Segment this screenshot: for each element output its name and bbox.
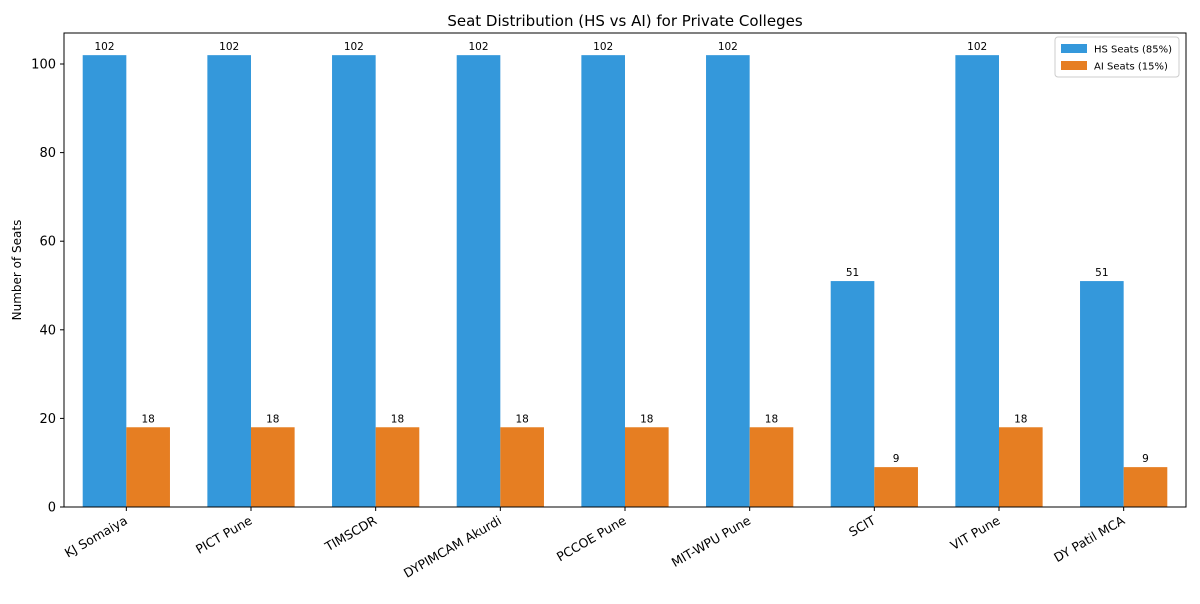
bar-ai-7 — [999, 427, 1043, 507]
legend-swatch — [1061, 44, 1087, 53]
y-tick-label: 80 — [39, 146, 56, 161]
bar-ai-2 — [375, 427, 420, 507]
bar-value-label: 18 — [765, 413, 778, 425]
bar-hs-8 — [1080, 281, 1124, 507]
y-tick-label: 60 — [39, 235, 56, 250]
y-tick-label: 0 — [48, 501, 56, 516]
bar-hs-0 — [82, 55, 127, 508]
bar-value-label: 18 — [141, 413, 154, 425]
bar-value-label: 18 — [391, 413, 404, 425]
bar-ai-6 — [874, 467, 918, 507]
plot-frame — [63, 32, 1187, 508]
bar-ai-8 — [1123, 467, 1168, 507]
x-tick-label: MIT-WPU Pune — [669, 512, 754, 570]
y-axis-label: Number of Seats — [10, 220, 24, 321]
bar-value-label: 102 — [219, 41, 239, 53]
x-tick-label: SCIT — [846, 512, 878, 539]
bar-ai-4 — [625, 427, 669, 507]
bar-ai-1 — [251, 427, 295, 507]
legend-label: HS Seats (85%) — [1094, 45, 1172, 56]
bar-value-label: 18 — [515, 413, 528, 425]
x-tick-label: TIMSCDR — [321, 512, 379, 554]
bar-hs-1 — [207, 55, 251, 508]
bar-value-label: 18 — [1014, 413, 1027, 425]
bar-hs-7 — [955, 55, 999, 508]
bar-value-label: 102 — [468, 41, 488, 53]
bar-value-label: 102 — [344, 41, 364, 53]
bar-value-label: 102 — [593, 41, 613, 53]
x-tick-label: PICT Pune — [193, 512, 255, 556]
bar-value-label: 18 — [640, 413, 653, 425]
y-tick-label: 20 — [39, 412, 56, 427]
bar-hs-4 — [581, 55, 625, 508]
bar-value-label: 9 — [893, 453, 900, 465]
bar-hs-3 — [456, 55, 501, 508]
chart-title: Seat Distribution (HS vs AI) for Private… — [447, 12, 802, 30]
bar-ai-5 — [749, 427, 794, 507]
legend: HS Seats (85%) AI Seats (15%) — [1054, 36, 1180, 78]
bar-value-label: 102 — [967, 41, 987, 53]
plot-area: 102 18 KJ Somaiya 102 18 PICT Pune 102 18 TIMSCD… — [31, 32, 1187, 581]
x-tick-label: DYPIMCAM Akurdi — [401, 513, 504, 581]
y-tick-label: 100 — [31, 58, 56, 73]
bar-value-label: 51 — [846, 267, 859, 279]
bar-ai-3 — [500, 427, 544, 507]
bar-value-label: 9 — [1142, 453, 1149, 465]
x-tick-label: VIT Pune — [948, 512, 1003, 552]
x-tick-label: DY Patil MCA — [1051, 512, 1127, 565]
bar-value-label: 102 — [94, 41, 114, 53]
y-tick-label: 40 — [39, 323, 56, 338]
bar-hs-5 — [706, 55, 750, 508]
legend-swatch — [1061, 61, 1087, 70]
bar-value-label: 18 — [266, 413, 279, 425]
x-tick-label: KJ Somaiya — [62, 513, 130, 561]
x-tick-label: PCCOE Pune — [554, 512, 629, 564]
legend-label: AI Seats (15%) — [1094, 62, 1168, 73]
bar-ai-0 — [126, 427, 170, 507]
bar-value-label: 51 — [1095, 267, 1108, 279]
bar-hs-2 — [332, 55, 376, 508]
bar-value-label: 102 — [718, 41, 738, 53]
bar-hs-6 — [830, 281, 875, 507]
